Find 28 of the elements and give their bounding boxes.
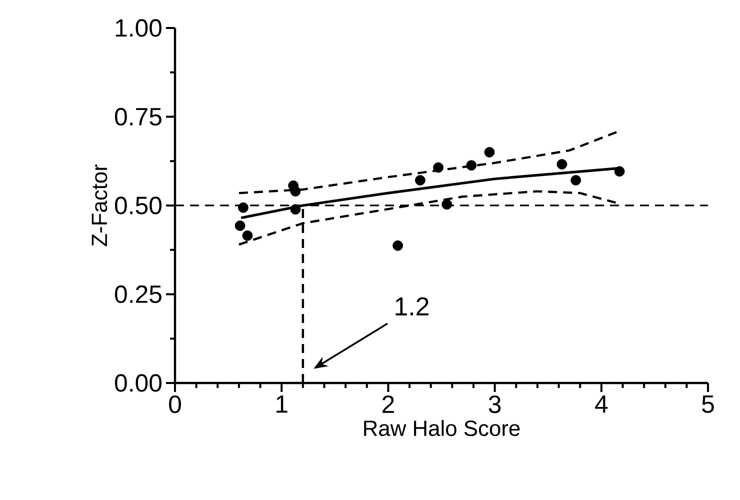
point <box>238 202 248 213</box>
x-tick-label: 0 <box>169 396 181 414</box>
y-tick-label: 0.50 <box>114 196 162 214</box>
point <box>570 175 582 186</box>
point <box>392 240 403 251</box>
y-tick-label: 1.00 <box>116 19 162 37</box>
point <box>614 166 625 177</box>
point <box>556 159 568 170</box>
point <box>242 230 253 241</box>
y-axis-title: Z-Factor <box>92 164 108 246</box>
point <box>414 175 426 186</box>
annotation: 1.2 <box>396 297 428 316</box>
y-tick-label: 0.75 <box>114 108 162 126</box>
y-tick-label: 0.00 <box>114 374 162 392</box>
x-tick-label: 1 <box>276 396 288 413</box>
point <box>442 199 452 210</box>
x-tick-label: 2 <box>382 396 394 413</box>
x-tick-label: 3 <box>488 396 501 414</box>
point <box>433 162 444 173</box>
y-tick-label: 0.25 <box>114 285 162 304</box>
point <box>484 147 495 158</box>
point <box>466 160 477 171</box>
x-axis-title: Raw Halo Score <box>364 420 520 436</box>
point <box>290 204 301 215</box>
point <box>234 220 246 231</box>
x-tick-label: 4 <box>595 396 608 413</box>
x-tick-label: 5 <box>702 396 714 413</box>
point <box>290 186 301 196</box>
